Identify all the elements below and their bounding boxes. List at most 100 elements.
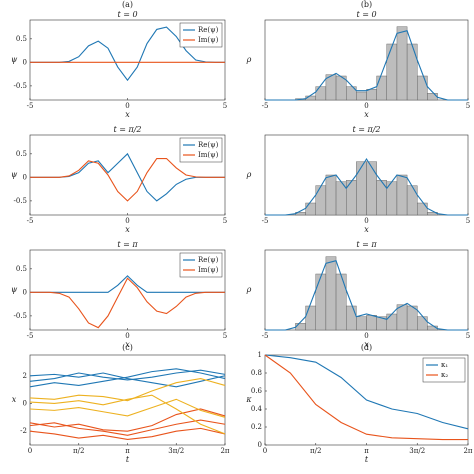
y-tick-label: 0.2 — [251, 423, 262, 431]
legend-label: Im(ψ) — [198, 151, 219, 159]
series-line — [29, 377, 226, 402]
y-tick-label: 0 — [23, 288, 27, 296]
x-axis-label: t — [126, 455, 130, 464]
x-tick-label: 0 — [125, 217, 129, 225]
y-axis-label: ρ — [246, 170, 252, 179]
x-tick-label: 5 — [466, 332, 470, 340]
y-tick-label: 0.8 — [251, 369, 262, 377]
histogram-bar — [315, 86, 327, 101]
y-tick-label: -2 — [20, 427, 27, 435]
legend-label: κ₂ — [441, 371, 448, 379]
histogram-bar — [417, 75, 428, 101]
y-tick-label: -0.5 — [14, 82, 28, 90]
x-tick-label: 0 — [28, 447, 32, 455]
y-axis-label: ρ — [246, 55, 252, 64]
series-line — [29, 372, 226, 388]
series-line — [29, 394, 226, 435]
histogram-bar — [315, 273, 327, 331]
histogram-bar — [427, 325, 438, 331]
panel-title: t = π/2 — [352, 125, 380, 134]
histogram-bar — [305, 202, 316, 216]
y-axis-label: ρ — [246, 285, 252, 294]
panel-title: t = 0 — [356, 10, 376, 19]
legend-box — [179, 252, 223, 278]
histogram-bar — [417, 316, 428, 331]
x-tick-label: 5 — [466, 217, 470, 225]
series-line — [265, 157, 468, 216]
legend-box — [422, 357, 466, 383]
x-tick-label: -5 — [27, 102, 34, 110]
x-axis-label: x — [364, 340, 369, 349]
legend-label: Im(ψ) — [198, 36, 219, 44]
histogram-bar — [356, 161, 367, 216]
x-tick-label: 0 — [364, 102, 368, 110]
histogram-bar — [325, 256, 337, 331]
x-axis-label: x — [364, 110, 369, 119]
panel-label: (b) — [361, 0, 372, 9]
panel-title: t = π — [356, 240, 377, 249]
histogram-bar — [406, 185, 418, 216]
y-tick-label: 2 — [23, 372, 27, 380]
histogram-bar — [295, 323, 306, 331]
histogram-bar — [366, 315, 377, 331]
series-line — [29, 408, 226, 432]
series-line — [264, 354, 468, 441]
x-tick-label: -5 — [262, 102, 269, 110]
legend-label: κ₁ — [441, 361, 448, 369]
x-tick-label: 0 — [125, 102, 129, 110]
x-tick-label: 3π/2 — [409, 447, 425, 455]
y-axis-label: ψ — [11, 285, 18, 294]
y-tick-label: 0.4 — [251, 405, 263, 413]
x-tick-label: 3π/2 — [168, 447, 184, 455]
x-tick-label: -5 — [262, 332, 269, 340]
legend-label: Re(ψ) — [198, 26, 219, 34]
x-axis-label: x — [364, 225, 369, 234]
y-tick-label: -0.5 — [14, 312, 28, 320]
histogram-bar — [325, 174, 337, 216]
histogram-bar — [356, 316, 367, 331]
histogram-bar — [305, 305, 316, 331]
y-tick-label: 0.5 — [16, 150, 27, 158]
histogram-bar — [376, 75, 387, 101]
histogram-bar — [417, 202, 428, 216]
x-tick-label: 0 — [364, 217, 368, 225]
panel-title: t = π/2 — [113, 125, 141, 134]
x-tick-label: 2π — [220, 447, 229, 455]
series-line — [29, 419, 226, 436]
histogram-bar — [427, 93, 438, 101]
histogram-bar — [346, 305, 357, 331]
x-tick-label: 5 — [223, 102, 227, 110]
histogram-bar — [396, 26, 408, 101]
histogram-bar — [356, 91, 367, 101]
y-tick-label: 0 — [23, 58, 27, 66]
x-tick-label: 0 — [364, 332, 368, 340]
series-line — [29, 427, 226, 441]
series-line — [29, 398, 226, 418]
series-line — [29, 368, 226, 388]
x-tick-label: 5 — [466, 102, 470, 110]
y-axis-label: ψ — [11, 170, 18, 179]
panel-label: (a) — [122, 0, 133, 9]
x-axis-label: x — [125, 225, 130, 234]
y-axis-label: κ — [245, 395, 252, 404]
histogram-bar — [396, 174, 408, 216]
x-tick-label: π/2 — [310, 447, 321, 455]
x-tick-label: π — [125, 447, 130, 455]
histogram-bar — [386, 43, 398, 101]
legend-box — [179, 137, 223, 163]
legend-box — [179, 22, 223, 48]
histogram-bar — [366, 89, 377, 101]
series-line — [30, 157, 225, 202]
series-line — [264, 354, 469, 430]
y-tick-label: 0 — [23, 173, 27, 181]
x-tick-label: 0 — [263, 447, 267, 455]
y-tick-label: 0.5 — [16, 265, 27, 273]
y-tick-label: 0.5 — [16, 35, 27, 43]
panel-label: (c) — [122, 343, 133, 352]
y-axis-label: x — [12, 395, 17, 404]
x-tick-label: 5 — [223, 217, 227, 225]
panel-label: (d) — [361, 343, 372, 352]
legend-label: Re(ψ) — [198, 256, 219, 264]
histogram-bar — [386, 313, 398, 331]
